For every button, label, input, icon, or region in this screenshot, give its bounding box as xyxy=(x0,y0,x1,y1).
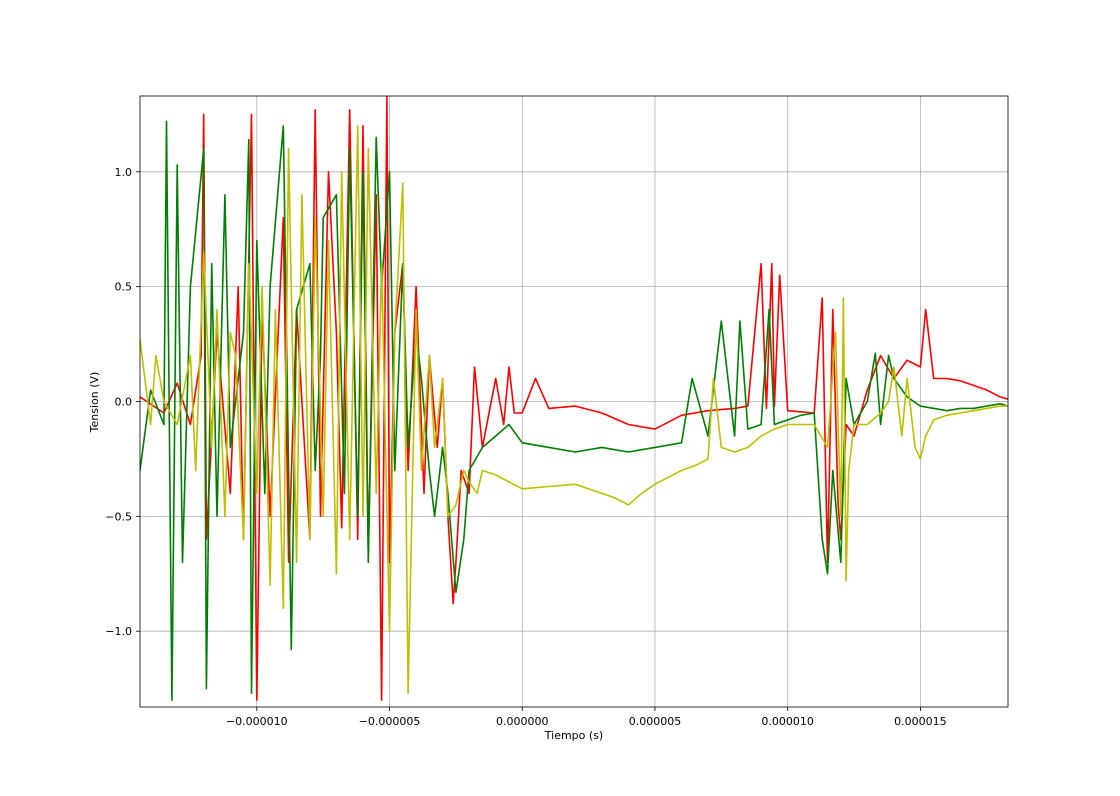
y-axis-label: Tension (V) xyxy=(88,372,101,434)
x-tick-label: 0.000000 xyxy=(496,715,549,728)
x-tick-label: 0.000015 xyxy=(894,715,947,728)
x-tick-label: 0.000010 xyxy=(761,715,814,728)
y-tick-label: 0.5 xyxy=(115,281,133,294)
series-line-2 xyxy=(140,120,1008,701)
series-line-3 xyxy=(140,125,1008,694)
x-axis-ticks: −0.000010 −0.000005 0.000000 0.000005 0.0000… xyxy=(226,707,947,728)
y-tick-label: −1.0 xyxy=(105,625,132,638)
x-axis-label: Tiempo (s) xyxy=(544,729,603,742)
y-axis-ticks: 1.0 0.5 0.0 −0.5 −1.0 xyxy=(105,166,140,638)
x-tick-label: −0.000005 xyxy=(359,715,421,728)
x-tick-label: 0.000005 xyxy=(629,715,682,728)
series-group xyxy=(140,96,1008,701)
y-tick-label: −0.5 xyxy=(105,510,132,523)
y-tick-label: 0.0 xyxy=(115,396,133,409)
x-tick-label: −0.000010 xyxy=(226,715,288,728)
y-tick-label: 1.0 xyxy=(115,166,133,179)
